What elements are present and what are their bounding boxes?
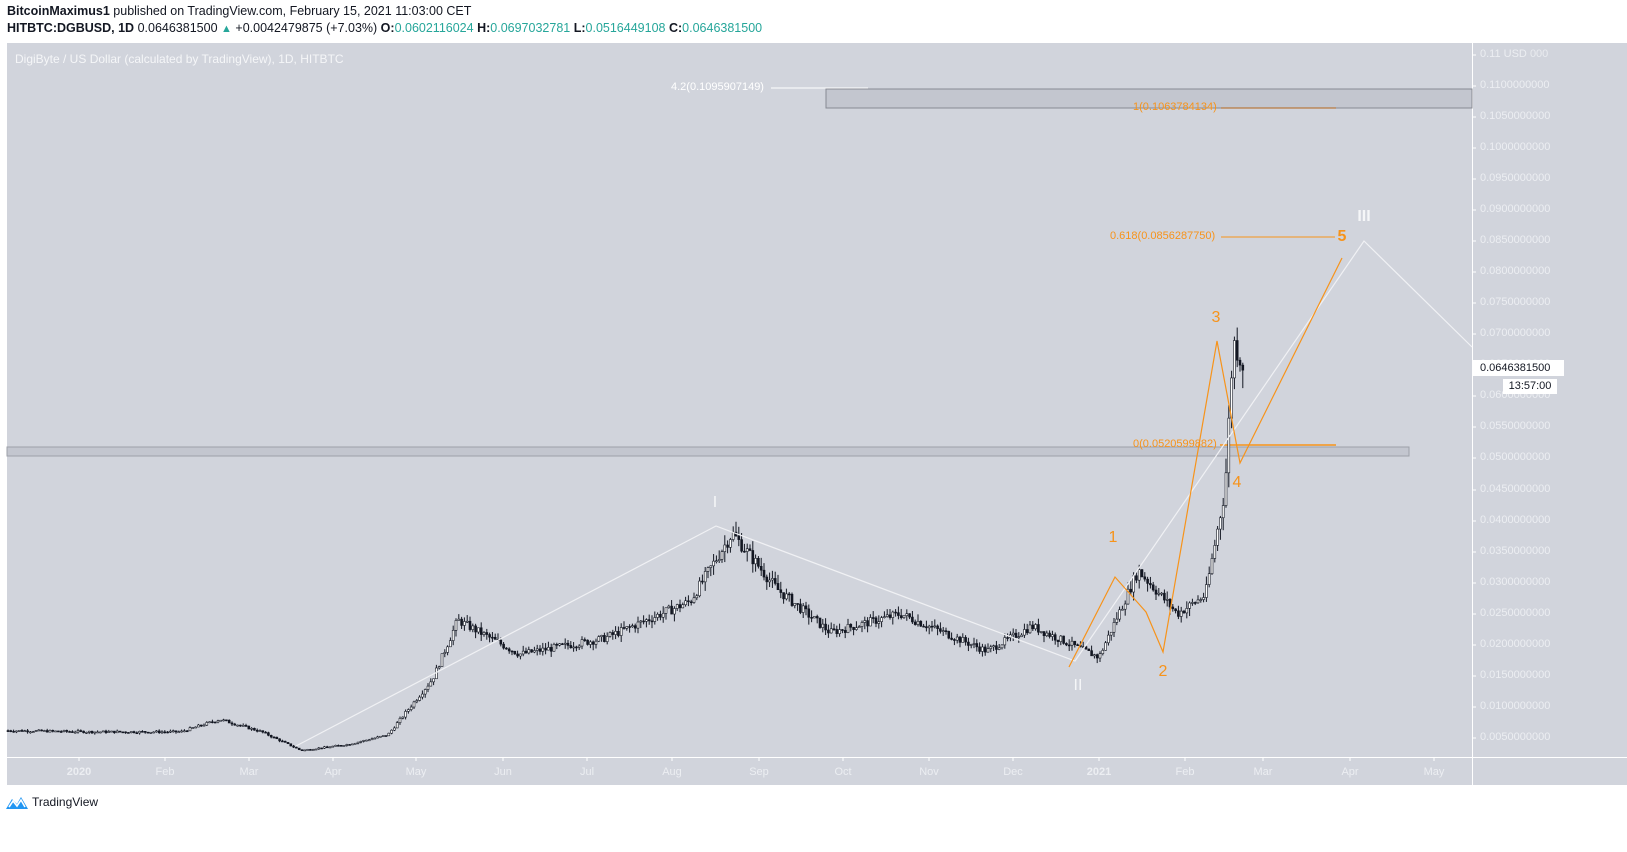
change-value: +0.0042479875 (+7.03%) [235,21,378,35]
time-tick-label: 2020 [66,766,92,778]
time-tick-label: Feb [1175,766,1195,778]
time-tick-label: Dec [1003,766,1023,778]
price-tick-label: 0.1000000000 [1480,141,1551,153]
price-tick-label: 0.1050000000 [1480,110,1551,122]
open-value: 0.0602116024 [394,21,474,35]
price-tick-label: 0.0100000000 [1480,700,1551,712]
chart-title: DigiByte / US Dollar (calculated by Trad… [15,52,344,66]
last-price-label: 0.0646381500 [1472,360,1564,376]
time-tick-label: Oct [834,766,852,778]
up-arrow-icon: ▲ [221,23,232,35]
last-value: 0.0646381500 [137,21,218,35]
time-tick-label: Jun [494,766,512,778]
bar-countdown-label: 13:57:00 [1503,379,1557,394]
fib-label-0[interactable]: 0(0.0520599882) [1133,438,1217,450]
price-axis-ticks [1472,54,1476,739]
wave-label-5[interactable]: 5 [1337,228,1347,245]
time-tick-label: Aug [662,766,682,778]
close-label: C: [668,21,683,35]
price-tick-label: 0.0300000000 [1480,576,1551,588]
price-tick-label: 0.0900000000 [1480,203,1551,215]
publish-info: BitcoinMaximus1 published on TradingView… [7,4,471,18]
wave-label-II[interactable]: II [1073,677,1083,694]
price-tick-label: 0.11 USD 000 [1480,48,1549,60]
fib-label-0618[interactable]: 0.618(0.0856287750) [1110,230,1216,242]
price-tick-label: 0.0050000000 [1480,731,1551,743]
price-tick-label: 0.0750000000 [1480,296,1551,308]
high-label: H: [477,21,491,35]
time-tick-label: Nov [919,766,939,778]
resistance-zone[interactable] [825,88,1473,109]
time-tick-label: Sep [749,766,769,778]
ohlc-legend: HITBTC:DGBUSD, 1D 0.0646381500 ▲ +0.0042… [7,21,762,35]
low-label: L: [573,21,586,35]
price-tick-label: 0.0200000000 [1480,638,1551,650]
wave-label-III[interactable]: III [1357,208,1371,225]
price-tick-label: 0.0400000000 [1480,514,1551,526]
wave-label-2[interactable]: 2 [1158,663,1168,680]
symbol-label: HITBTC:DGBUSD, 1D [7,21,135,35]
price-tick-label: 0.0800000000 [1480,265,1551,277]
price-tick-label: 0.0250000000 [1480,607,1551,619]
price-tick-label: 0.0950000000 [1480,172,1551,184]
brand-name: TradingView [32,795,99,809]
wave-label-I[interactable]: I [712,494,718,511]
minor-wave-path[interactable] [1068,257,1343,668]
time-tick-label: Mar [239,766,259,778]
close-value: 0.0646381500 [682,21,763,35]
wave-label-4[interactable]: 4 [1232,474,1242,491]
published-text: published on TradingView.com, February 1… [113,4,472,18]
chart-canvas[interactable] [7,43,1627,785]
high-value: 0.0697032781 [490,21,571,35]
wave-label-1[interactable]: 1 [1108,529,1118,546]
support-zone[interactable] [6,446,1410,457]
low-value: 0.0516449108 [585,21,666,35]
time-tick-label: Mar [1253,766,1273,778]
author-name[interactable]: BitcoinMaximus1 [7,4,110,18]
time-tick-label: May [1423,766,1445,778]
price-tick-label: 0.0850000000 [1480,234,1551,246]
price-tick-label: 0.1100000000 [1480,79,1550,91]
price-tick-label: 0.0450000000 [1480,483,1551,495]
open-label: O: [380,21,395,35]
time-tick-label: 2021 [1086,766,1112,778]
tradingview-logo-icon [6,797,28,809]
time-tick-label: Apr [324,766,342,778]
time-tick-label: Feb [155,766,175,778]
time-tick-label: Apr [1341,766,1359,778]
candlestick-series [6,327,1245,752]
major-wave-path[interactable] [295,240,1473,747]
fib-label-4-2[interactable]: 4.2(0.1095907149) [671,81,764,93]
price-tick-label: 0.0350000000 [1480,545,1551,557]
price-tick-label: 0.0150000000 [1480,669,1551,681]
wave-label-3[interactable]: 3 [1211,309,1221,326]
time-tick-label: May [405,766,427,778]
price-tick-label: 0.0700000000 [1480,327,1551,339]
time-axis-ticks [78,757,1435,761]
tradingview-logo[interactable]: TradingView [6,795,98,809]
price-tick-label: 0.0500000000 [1480,451,1551,463]
fib-label-1[interactable]: 1(0.1063784134) [1133,101,1217,113]
price-tick-label: 0.0550000000 [1480,420,1551,432]
time-tick-label: Jul [579,766,595,778]
